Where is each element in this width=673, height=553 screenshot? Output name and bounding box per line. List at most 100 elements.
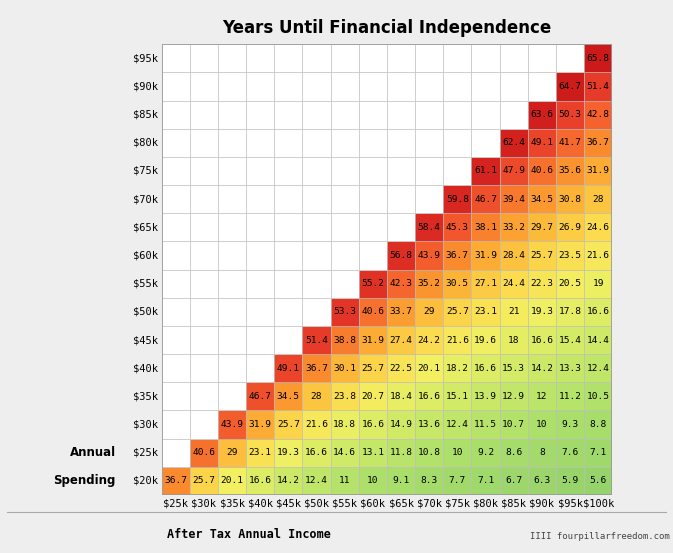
Text: 19: 19 bbox=[592, 279, 604, 288]
Bar bbox=[472, 382, 499, 410]
Text: $45k: $45k bbox=[276, 498, 301, 508]
Text: 16.6: 16.6 bbox=[418, 392, 441, 401]
Bar bbox=[359, 269, 387, 298]
Text: 25.7: 25.7 bbox=[446, 307, 469, 316]
Text: $80k: $80k bbox=[473, 498, 498, 508]
Bar bbox=[302, 439, 330, 467]
Bar bbox=[330, 410, 359, 439]
Bar bbox=[444, 72, 472, 101]
Bar bbox=[584, 157, 612, 185]
Text: 29: 29 bbox=[423, 307, 435, 316]
Bar bbox=[330, 44, 359, 72]
Bar bbox=[162, 101, 190, 129]
Text: 33.2: 33.2 bbox=[502, 223, 525, 232]
Bar bbox=[472, 129, 499, 157]
Bar bbox=[330, 101, 359, 129]
Bar bbox=[330, 298, 359, 326]
Text: 18.8: 18.8 bbox=[333, 420, 356, 429]
Text: 6.3: 6.3 bbox=[533, 476, 551, 486]
Text: $75k: $75k bbox=[133, 166, 158, 176]
Text: 16.6: 16.6 bbox=[305, 448, 328, 457]
Bar bbox=[415, 298, 444, 326]
Text: 9.1: 9.1 bbox=[392, 476, 410, 486]
Text: $35k: $35k bbox=[219, 498, 244, 508]
Text: $85k: $85k bbox=[133, 109, 158, 119]
Bar bbox=[275, 72, 302, 101]
Bar bbox=[584, 44, 612, 72]
Bar bbox=[415, 354, 444, 382]
Bar bbox=[302, 298, 330, 326]
Bar bbox=[359, 44, 387, 72]
Text: 8.8: 8.8 bbox=[590, 420, 607, 429]
Bar bbox=[556, 382, 584, 410]
Bar bbox=[387, 410, 415, 439]
Text: 30.1: 30.1 bbox=[333, 364, 356, 373]
Bar bbox=[359, 439, 387, 467]
Bar bbox=[359, 354, 387, 382]
Bar bbox=[499, 213, 528, 242]
Bar bbox=[275, 269, 302, 298]
Text: 35.2: 35.2 bbox=[418, 279, 441, 288]
Text: 34.5: 34.5 bbox=[277, 392, 300, 401]
Bar bbox=[444, 410, 472, 439]
Bar bbox=[302, 129, 330, 157]
Bar bbox=[359, 72, 387, 101]
Bar bbox=[162, 439, 190, 467]
Bar bbox=[472, 213, 499, 242]
Text: 21.6: 21.6 bbox=[305, 420, 328, 429]
Bar bbox=[190, 213, 218, 242]
Bar bbox=[162, 44, 190, 72]
Bar bbox=[444, 101, 472, 129]
Bar bbox=[330, 242, 359, 269]
Bar bbox=[218, 157, 246, 185]
Text: 23.1: 23.1 bbox=[474, 307, 497, 316]
Text: 34.5: 34.5 bbox=[530, 195, 553, 204]
Bar bbox=[162, 382, 190, 410]
Bar bbox=[190, 467, 218, 495]
Text: 9.2: 9.2 bbox=[477, 448, 494, 457]
Text: $90k: $90k bbox=[530, 498, 555, 508]
Text: $65k: $65k bbox=[388, 498, 414, 508]
Bar bbox=[499, 101, 528, 129]
Bar bbox=[275, 467, 302, 495]
Bar bbox=[330, 129, 359, 157]
Bar bbox=[444, 269, 472, 298]
Bar bbox=[275, 326, 302, 354]
Bar bbox=[499, 242, 528, 269]
Bar bbox=[556, 72, 584, 101]
Text: 59.8: 59.8 bbox=[446, 195, 469, 204]
Text: 45.3: 45.3 bbox=[446, 223, 469, 232]
Bar bbox=[190, 439, 218, 467]
Bar bbox=[162, 467, 190, 495]
Text: 26.9: 26.9 bbox=[559, 223, 581, 232]
Text: 14.4: 14.4 bbox=[587, 336, 610, 345]
Text: $55k: $55k bbox=[332, 498, 357, 508]
Text: 31.9: 31.9 bbox=[474, 251, 497, 260]
Bar bbox=[387, 467, 415, 495]
Bar bbox=[387, 439, 415, 467]
Bar bbox=[528, 467, 556, 495]
Text: 21.6: 21.6 bbox=[587, 251, 610, 260]
Bar bbox=[275, 354, 302, 382]
Bar bbox=[246, 467, 275, 495]
Text: $50k: $50k bbox=[133, 307, 158, 317]
Bar bbox=[584, 354, 612, 382]
Bar bbox=[472, 298, 499, 326]
Bar bbox=[387, 382, 415, 410]
Text: $30k: $30k bbox=[133, 420, 158, 430]
Text: 12.4: 12.4 bbox=[305, 476, 328, 486]
Text: 7.7: 7.7 bbox=[449, 476, 466, 486]
Bar bbox=[275, 382, 302, 410]
Bar bbox=[275, 101, 302, 129]
Text: 11.5: 11.5 bbox=[474, 420, 497, 429]
Text: $80k: $80k bbox=[133, 138, 158, 148]
Text: 12: 12 bbox=[536, 392, 548, 401]
Bar bbox=[330, 72, 359, 101]
Text: 39.4: 39.4 bbox=[502, 195, 525, 204]
Text: 10.8: 10.8 bbox=[418, 448, 441, 457]
Bar bbox=[190, 410, 218, 439]
Bar bbox=[162, 129, 190, 157]
Text: 22.5: 22.5 bbox=[390, 364, 413, 373]
Bar bbox=[162, 410, 190, 439]
Bar bbox=[162, 298, 190, 326]
